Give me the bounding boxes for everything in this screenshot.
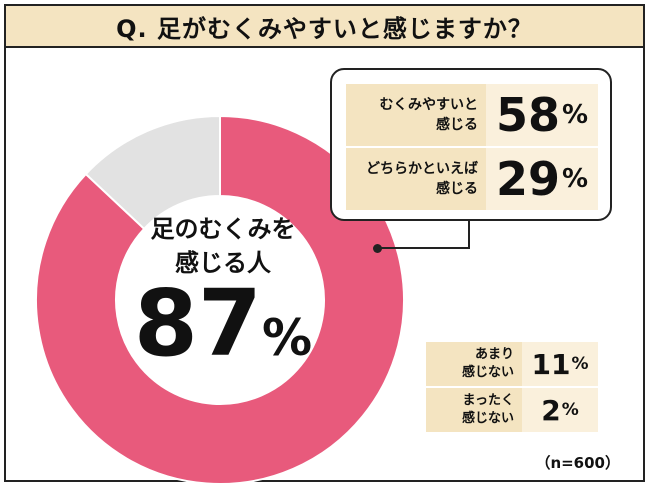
center-label: 足のむくみを 感じる人	[118, 212, 328, 280]
legend-row-not-at-all: まったく 感じない 2%	[426, 388, 598, 432]
legend-label: まったく 感じない	[426, 388, 522, 432]
callout-leader-line	[378, 221, 470, 249]
donut-slice-feel	[35, 114, 405, 485]
chart-title: Q. 足がむくみやすいと感じますか？	[4, 4, 645, 48]
legend-row-feel-strong: むくみやすいと 感じる 58%	[346, 84, 598, 146]
sample-size-note: （n=600）	[535, 454, 620, 472]
center-percentage: 87%	[118, 278, 328, 370]
legend-value: 29%	[486, 148, 598, 210]
legend-row-feel-somewhat: どちらかといえば 感じる 29%	[346, 148, 598, 210]
legend-label: むくみやすいと 感じる	[346, 84, 486, 146]
center-label-line2: 感じる人	[175, 249, 271, 277]
center-unit: %	[261, 309, 313, 367]
legend-row-not-much: あまり 感じない 11%	[426, 342, 598, 386]
legend-label: どちらかといえば 感じる	[346, 148, 486, 210]
center-label-line1: 足のむくみを	[150, 215, 296, 243]
legend-value: 58%	[486, 84, 598, 146]
center-value: 87	[133, 270, 262, 377]
legend-value: 2%	[522, 388, 598, 432]
legend-value: 11%	[522, 342, 598, 386]
donut-slice-not-feel	[84, 114, 221, 231]
callout-leader-dot	[373, 244, 382, 253]
legend-label: あまり 感じない	[426, 342, 522, 386]
